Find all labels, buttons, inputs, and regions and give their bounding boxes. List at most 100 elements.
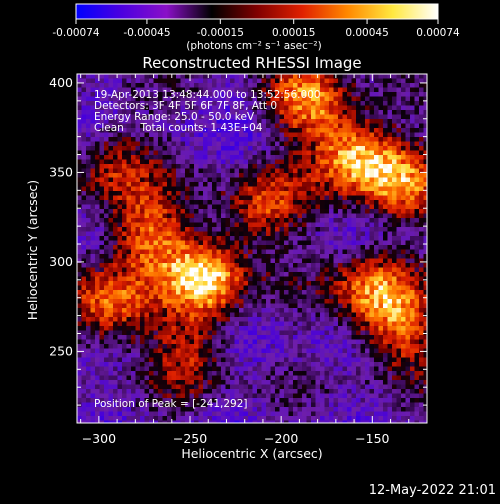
heatmap-cell (338, 92, 343, 97)
heatmap-cell (392, 164, 397, 169)
heatmap-cell (100, 214, 105, 219)
heatmap-cell (343, 304, 348, 309)
heatmap-cell (320, 79, 325, 84)
heatmap-cell (172, 335, 177, 340)
heatmap-cell (145, 151, 150, 156)
heatmap-cell (343, 263, 348, 268)
heatmap-cell (172, 340, 177, 345)
heatmap-cell (91, 218, 96, 223)
heatmap-cell (329, 254, 334, 259)
heatmap-cell (149, 79, 154, 84)
heatmap-cell (113, 268, 118, 273)
heatmap-cell (401, 173, 406, 178)
heatmap-cell (77, 335, 82, 340)
heatmap-cell (311, 268, 316, 273)
heatmap-cell (226, 79, 231, 84)
heatmap-cell (212, 74, 217, 79)
heatmap-cell (235, 232, 240, 237)
heatmap-cell (406, 277, 411, 282)
heatmap-cell (356, 268, 361, 273)
heatmap-cell (361, 101, 366, 106)
heatmap-cell (325, 218, 330, 223)
heatmap-cell (388, 92, 393, 97)
heatmap-cell (212, 169, 217, 174)
heatmap-cell (419, 277, 424, 282)
heatmap-cell (383, 200, 388, 205)
heatmap-cell (280, 340, 285, 345)
heatmap-cell (167, 218, 172, 223)
heatmap-cell (122, 317, 127, 322)
heatmap-cell (311, 218, 316, 223)
heatmap-cell (77, 146, 82, 151)
heatmap-cell (298, 101, 303, 106)
heatmap-cell (343, 155, 348, 160)
heatmap-cell (127, 164, 132, 169)
heatmap-cell (131, 263, 136, 268)
heatmap-cell (235, 259, 240, 264)
heatmap-cell (338, 214, 343, 219)
heatmap-cell (181, 223, 186, 228)
heatmap-cell (293, 353, 298, 358)
heatmap-cell (253, 169, 258, 174)
heatmap-cell (167, 313, 172, 318)
heatmap-cell (244, 151, 249, 156)
heatmap-cell (217, 151, 222, 156)
heatmap-cell (181, 331, 186, 336)
heatmap-cell (167, 209, 172, 214)
heatmap-cell (325, 317, 330, 322)
heatmap-cell (104, 295, 109, 300)
heatmap-cell (271, 313, 276, 318)
heatmap-cell (374, 322, 379, 327)
heatmap-cell (185, 146, 190, 151)
heatmap-cell (370, 155, 375, 160)
heatmap-cell (271, 268, 276, 273)
heatmap-cell (271, 259, 276, 264)
heatmap-cell (257, 259, 262, 264)
heatmap-cell (194, 349, 199, 354)
heatmap-cell (374, 88, 379, 93)
heatmap-cell (293, 349, 298, 354)
heatmap-cell (109, 322, 114, 327)
heatmap-cell (365, 79, 370, 84)
heatmap-cell (95, 169, 100, 174)
heatmap-cell (365, 101, 370, 106)
heatmap-cell (361, 268, 366, 273)
heatmap-cell (397, 214, 402, 219)
heatmap-cell (410, 124, 415, 129)
heatmap-cell (262, 331, 267, 336)
heatmap-cell (82, 281, 87, 286)
heatmap-cell (199, 277, 204, 282)
heatmap-cell (136, 232, 141, 237)
heatmap-cell (424, 214, 429, 219)
heatmap-cell (365, 259, 370, 264)
heatmap-cell (383, 178, 388, 183)
heatmap-cell (194, 277, 199, 282)
heatmap-cell (77, 196, 82, 201)
heatmap-cell (316, 142, 321, 147)
heatmap-cell (307, 259, 312, 264)
heatmap-cell (388, 173, 393, 178)
heatmap-cell (320, 83, 325, 88)
heatmap-cell (392, 124, 397, 129)
heatmap-cell (419, 335, 424, 340)
heatmap-cell (136, 353, 141, 358)
heatmap-cell (356, 344, 361, 349)
heatmap-cell (361, 358, 366, 363)
heatmap-cell (154, 304, 159, 309)
heatmap-cell (271, 232, 276, 237)
heatmap-cell (262, 115, 267, 120)
heatmap-cell (302, 79, 307, 84)
heatmap-cell (289, 317, 294, 322)
heatmap-cell (181, 313, 186, 318)
heatmap-cell (185, 178, 190, 183)
heatmap-cell (392, 241, 397, 246)
heatmap-cell (86, 340, 91, 345)
heatmap-cell (122, 155, 127, 160)
heatmap-cell (379, 259, 384, 264)
heatmap-cell (424, 268, 429, 273)
heatmap-cell (104, 178, 109, 183)
heatmap-cell (284, 254, 289, 259)
heatmap-cell (199, 331, 204, 336)
heatmap-cell (154, 218, 159, 223)
